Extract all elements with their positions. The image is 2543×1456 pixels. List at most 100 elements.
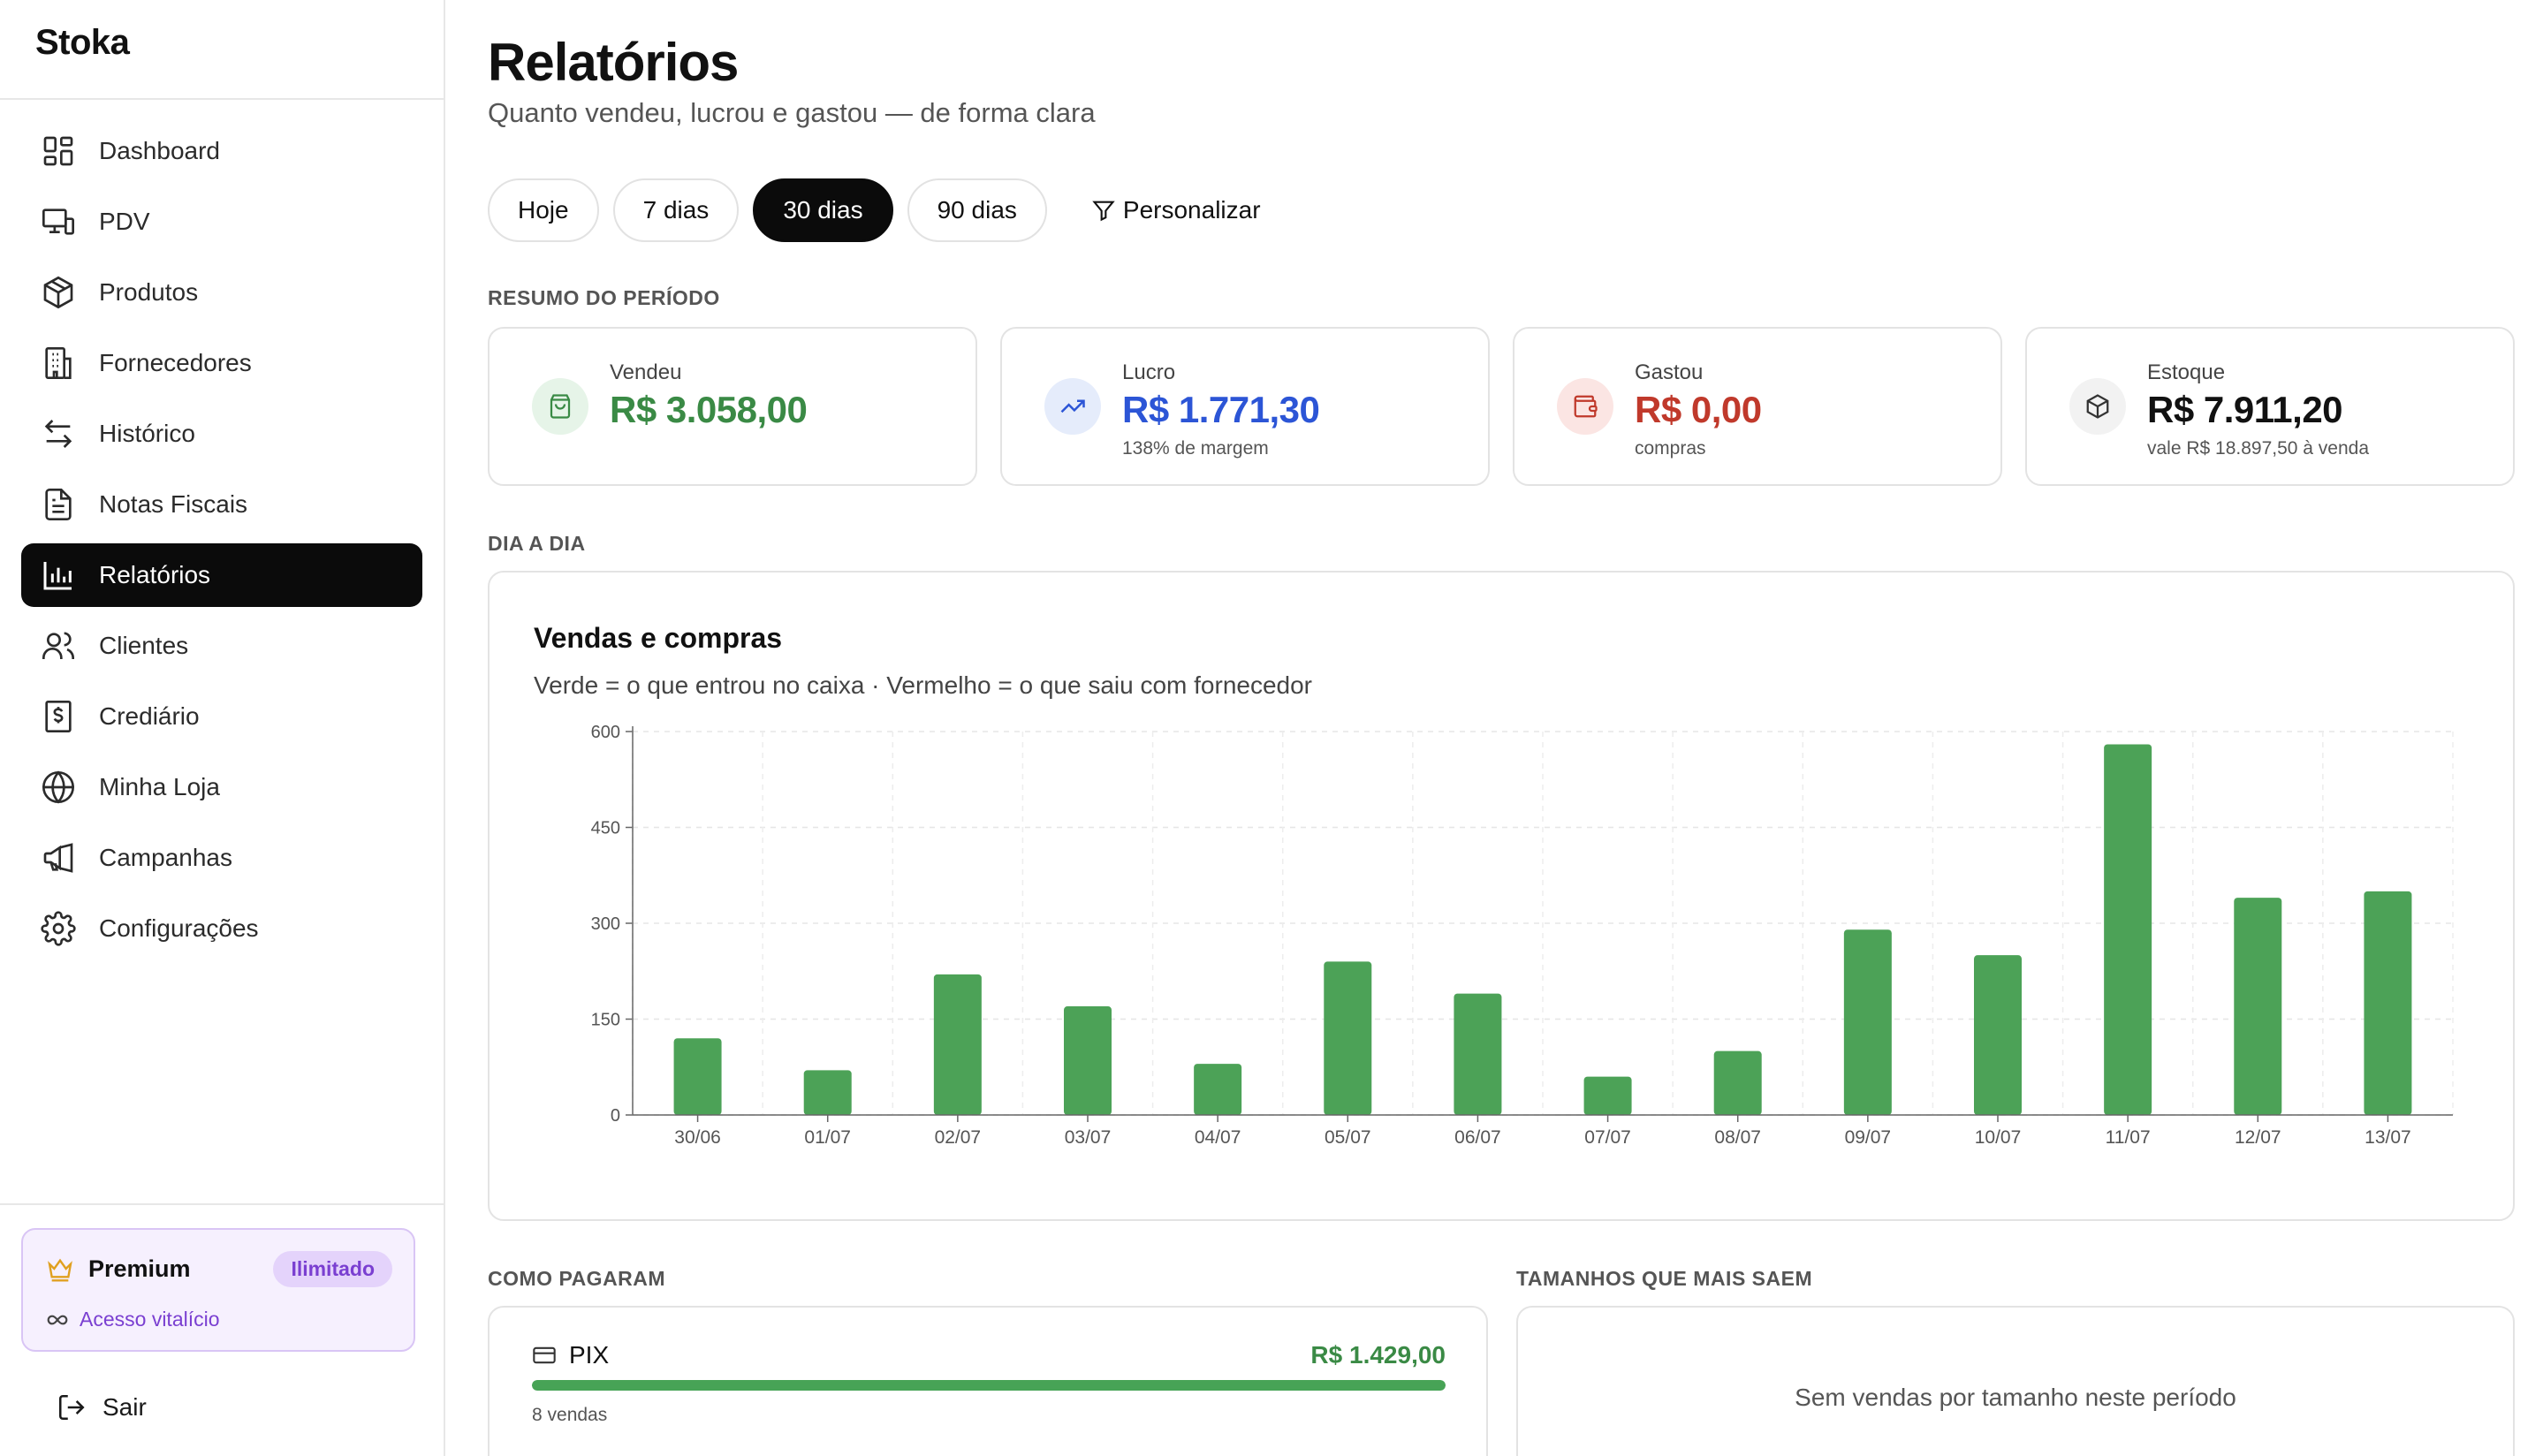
kpi-card-gastou: Gastou R$ 0,00 compras [1513, 327, 2002, 486]
package-icon [2086, 394, 2109, 419]
swap-icon [44, 420, 72, 448]
sizes-empty-state: Sem vendas por tamanho neste período [1795, 1384, 2236, 1411]
filter-30-dias[interactable]: 30 dias [753, 178, 893, 242]
payment-progress-fill [532, 1380, 1446, 1391]
payments-section-label: COMO PAGARAM [488, 1267, 666, 1290]
kpi-label: Lucro [1122, 360, 1176, 384]
page-subtitle: Quanto vendeu, lucrou e gastou — de form… [488, 97, 1096, 128]
y-tick-label: 450 [591, 819, 620, 838]
receipt-icon [45, 701, 72, 732]
premium-title-text: Premium [88, 1255, 191, 1282]
x-tick-label: 05/07 [1325, 1127, 1371, 1148]
x-tick-label: 13/07 [2365, 1127, 2411, 1148]
main-content: Relatórios Quanto vendeu, lucrou e gasto… [488, 0, 2520, 1456]
sidebar-item-produtos[interactable]: Produtos [21, 261, 422, 324]
sidebar-item-historico[interactable]: Histórico [21, 402, 422, 466]
sidebar-item-crediario[interactable]: Crediário [21, 685, 422, 748]
payments-card: PIX R$ 1.429,00 8 vendas [488, 1306, 1488, 1456]
app-logo[interactable]: Stoka [0, 0, 444, 100]
payment-method: PIX [532, 1341, 609, 1369]
summary-section-label: RESUMO DO PERÍODO [488, 286, 720, 309]
sales-chart-card: Vendas e compras Verde = o que entrou no… [488, 571, 2515, 1221]
kpi-sub: 138% de margem [1122, 438, 1269, 459]
filter-personalizar-button[interactable]: Personalizar [1091, 196, 1261, 224]
kpi-label: Estoque [2147, 360, 2226, 384]
period-filter: Hoje 7 dias 30 dias 90 dias Personalizar [488, 178, 1261, 242]
payment-count: 8 vendas [532, 1405, 608, 1425]
logout-button[interactable]: Sair [57, 1392, 147, 1422]
sidebar-item-dashboard[interactable]: Dashboard [21, 119, 422, 183]
chart-bar [1583, 1076, 1632, 1115]
kpi-icon-badge [532, 378, 588, 435]
chart-bar [1843, 929, 1892, 1115]
building-icon [45, 347, 72, 379]
wallet-icon [1574, 395, 1598, 418]
premium-title: Premium [46, 1255, 191, 1283]
x-tick-label: 06/07 [1454, 1127, 1501, 1148]
kpi-value: R$ 0,00 [1635, 389, 1762, 430]
x-tick-label: 11/07 [2106, 1127, 2151, 1148]
sidebar-item-configuracoes[interactable]: Configurações [21, 897, 422, 960]
premium-badge: Ilimitado [273, 1251, 392, 1287]
chart-bar [803, 1070, 852, 1115]
sidebar-item-clientes[interactable]: Clientes [21, 614, 422, 678]
bar-chart-icon [43, 562, 72, 590]
x-tick-label: 01/07 [804, 1127, 851, 1148]
pos-icon [42, 209, 74, 235]
chart-bar [1713, 1050, 1762, 1115]
chart-bar [933, 974, 982, 1115]
sidebar-item-label: Crediário [99, 702, 200, 730]
kpi-sub: vale R$ 18.897,50 à venda [2147, 438, 2370, 459]
credit-card-icon [533, 1346, 556, 1364]
x-tick-label: 12/07 [2235, 1127, 2281, 1148]
infinity-icon [47, 1315, 68, 1324]
sidebar-item-label: Produtos [99, 278, 199, 306]
x-tick-label: 30/06 [674, 1127, 721, 1148]
kpi-value: R$ 7.911,20 [2147, 389, 2343, 430]
x-tick-label: 03/07 [1065, 1127, 1112, 1148]
globe-icon [42, 770, 74, 804]
sidebar-item-notas-fiscais[interactable]: Notas Fiscais [21, 473, 422, 536]
sidebar-item-label: Minha Loja [99, 773, 220, 800]
filter-hoje[interactable]: Hoje [488, 178, 599, 242]
chart-bar [1454, 993, 1502, 1115]
megaphone-icon [43, 843, 73, 873]
kpi-row: Vendeu R$ 3.058,00 Lucro R$ 1.771,30 138… [488, 327, 2515, 486]
kpi-card-vendeu: Vendeu R$ 3.058,00 [488, 327, 977, 486]
box-icon [43, 276, 73, 309]
sidebar-item-label: Histórico [99, 420, 195, 447]
daily-section-label: DIA A DIA [488, 532, 586, 555]
sidebar-item-pdv[interactable]: PDV [21, 190, 422, 254]
y-tick-label: 600 [591, 723, 620, 742]
chart-bar [1194, 1064, 1242, 1115]
premium-card[interactable]: Premium Ilimitado Acesso vitalício [21, 1228, 415, 1352]
filter-90-dias[interactable]: 90 dias [907, 178, 1047, 242]
chart-bar [2364, 891, 2412, 1115]
shopping-bag-icon [550, 394, 571, 419]
kpi-card-lucro: Lucro R$ 1.771,30 138% de margem [1000, 327, 1490, 486]
logout-label: Sair [102, 1393, 147, 1421]
filter-7-dias[interactable]: 7 dias [612, 178, 740, 242]
premium-subtitle: Acesso vitalício [46, 1308, 220, 1331]
kpi-icon-badge [1557, 378, 1613, 435]
sidebar-item-label: Configurações [99, 914, 259, 942]
sidebar-item-label: PDV [99, 208, 150, 235]
kpi-value: R$ 1.771,30 [1122, 389, 1320, 430]
filter-icon [1092, 201, 1115, 222]
sidebar-item-fornecedores[interactable]: Fornecedores [21, 331, 422, 395]
sidebar-item-minha-loja[interactable]: Minha Loja [21, 755, 422, 819]
sales-bar-chart: 0 150 300 450 600 30/06 01/07 02/07 03/07 04/07 05… [591, 723, 2454, 1148]
sidebar-item-label: Fornecedores [99, 349, 252, 376]
x-tick-label: 08/07 [1714, 1127, 1761, 1148]
chart-bar [1064, 1006, 1112, 1115]
gear-icon [41, 911, 76, 946]
y-tick-label: 150 [591, 1011, 620, 1030]
kpi-label: Vendeu [610, 360, 682, 384]
kpi-icon-badge [2069, 378, 2126, 435]
sidebar-item-campanhas[interactable]: Campanhas [21, 826, 422, 890]
chart-title: Vendas e compras [534, 622, 783, 654]
page-title: Relatórios [488, 33, 739, 92]
sidebar-item-relatorios[interactable]: Relatórios [21, 543, 422, 607]
y-tick-label: 0 [611, 1106, 620, 1126]
dashboard-icon [43, 136, 73, 166]
